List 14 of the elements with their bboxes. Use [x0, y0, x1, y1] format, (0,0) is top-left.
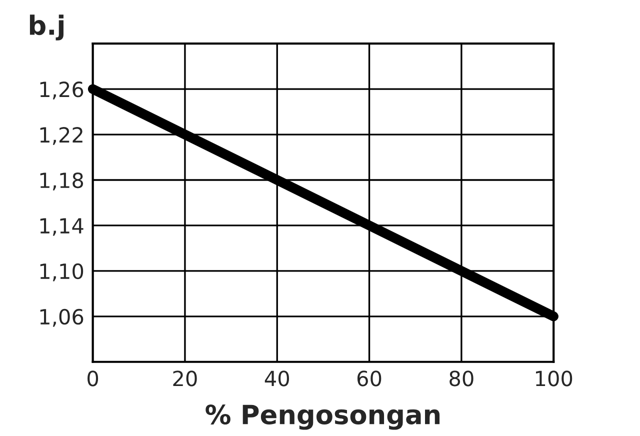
y-tick-label: 1,18: [40, 172, 84, 190]
y-tick-label: 1,22: [40, 126, 82, 145]
y-axis-title: b.j: [30, 14, 64, 40]
x-tick-label: 40: [264, 370, 289, 386]
y-tick-label: 1,10: [40, 263, 84, 282]
y-tick-label: 1,06: [40, 308, 84, 327]
x-tick-label: 0: [88, 370, 98, 386]
y-tick-label: 1,26: [40, 82, 84, 100]
y-tick-label: 1,14: [40, 218, 84, 236]
x-tick-label: 20: [173, 370, 197, 386]
x-tick-label: 100: [536, 370, 572, 386]
x-axis-title: % Pengosongan: [206, 404, 440, 430]
x-tick-label: 60: [357, 370, 382, 386]
x-tick-label: 80: [450, 370, 474, 386]
